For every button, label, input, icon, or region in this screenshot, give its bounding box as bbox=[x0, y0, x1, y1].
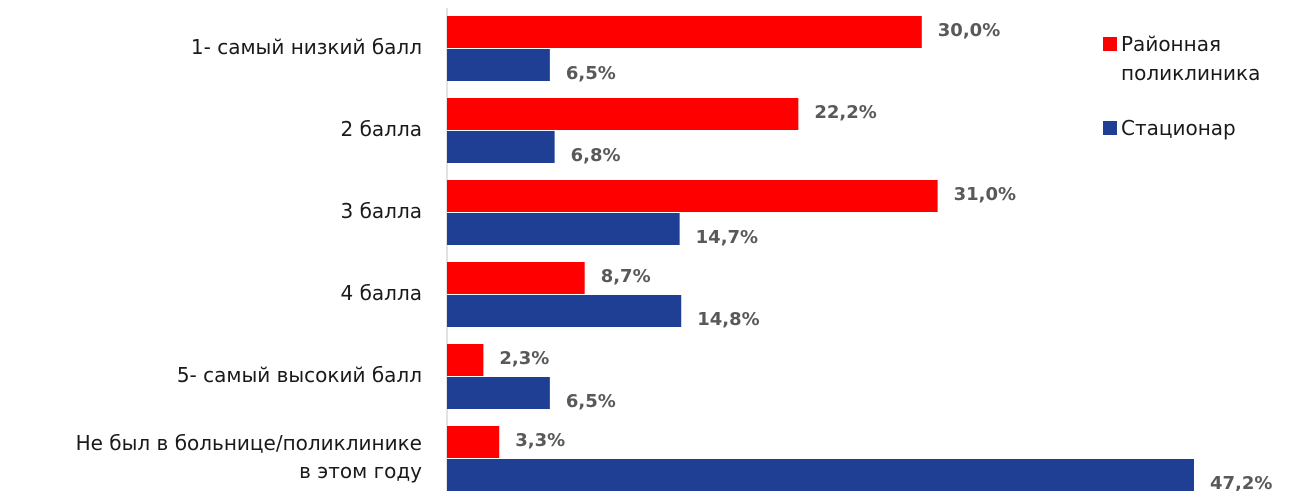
legend-swatch-blue bbox=[1103, 121, 1117, 135]
category-labels: 1- самый низкий балл 2 балла 3 балла 4 балл… bbox=[76, 35, 423, 483]
category-label: 1- самый низкий балл bbox=[191, 35, 422, 59]
category-label: 5- самый высокий балл bbox=[177, 363, 422, 387]
data-label: 47,2% bbox=[1210, 473, 1272, 491]
bar-hospital[interactable] bbox=[447, 459, 1194, 491]
bar-hospital[interactable] bbox=[447, 131, 555, 163]
category-label: Не был в больнице/поликлинике bbox=[76, 431, 422, 455]
category-label: 3 балла bbox=[341, 199, 423, 223]
bar-district-clinic[interactable] bbox=[447, 344, 484, 376]
legend-swatch-red bbox=[1103, 37, 1117, 51]
bar-district-clinic[interactable] bbox=[447, 16, 922, 48]
bar-district-clinic[interactable] bbox=[447, 426, 500, 458]
bar-district-clinic[interactable] bbox=[447, 262, 585, 294]
value-labels: 30,0% 6,5% 22,2% 6,8% 31,0% 14,7% 8,7% 14,8% 2,3… bbox=[499, 20, 1272, 491]
data-label: 2,3% bbox=[499, 348, 549, 369]
data-label: 22,2% bbox=[814, 102, 876, 123]
legend-item-hospital[interactable]: Стационар bbox=[1103, 114, 1291, 143]
category-label: в этом году bbox=[299, 459, 422, 483]
data-label: 6,5% bbox=[566, 63, 616, 84]
bar-hospital[interactable] bbox=[447, 213, 680, 245]
legend-label: Районная поликлиника bbox=[1121, 32, 1261, 85]
bar-hospital[interactable] bbox=[447, 49, 550, 81]
bar-hospital[interactable] bbox=[447, 295, 682, 327]
legend: Районная поликлиника Стационар bbox=[1103, 30, 1291, 169]
category-label: 4 балла bbox=[341, 281, 423, 305]
bar-hospital[interactable] bbox=[447, 377, 550, 409]
data-label: 14,8% bbox=[697, 309, 759, 330]
data-label: 14,7% bbox=[696, 227, 758, 248]
legend-label: Стационар bbox=[1121, 116, 1236, 140]
bar-district-clinic[interactable] bbox=[447, 180, 938, 212]
data-label: 30,0% bbox=[938, 20, 1000, 41]
data-label: 8,7% bbox=[601, 266, 651, 287]
data-label: 6,5% bbox=[566, 391, 616, 412]
data-label: 31,0% bbox=[954, 184, 1016, 205]
legend-item-district-clinic[interactable]: Районная поликлиника bbox=[1103, 30, 1291, 88]
data-label: 3,3% bbox=[515, 430, 565, 451]
data-label: 6,8% bbox=[571, 145, 621, 166]
bar-district-clinic[interactable] bbox=[447, 98, 799, 130]
bars-group bbox=[447, 16, 1194, 491]
category-label: 2 балла bbox=[341, 117, 423, 141]
